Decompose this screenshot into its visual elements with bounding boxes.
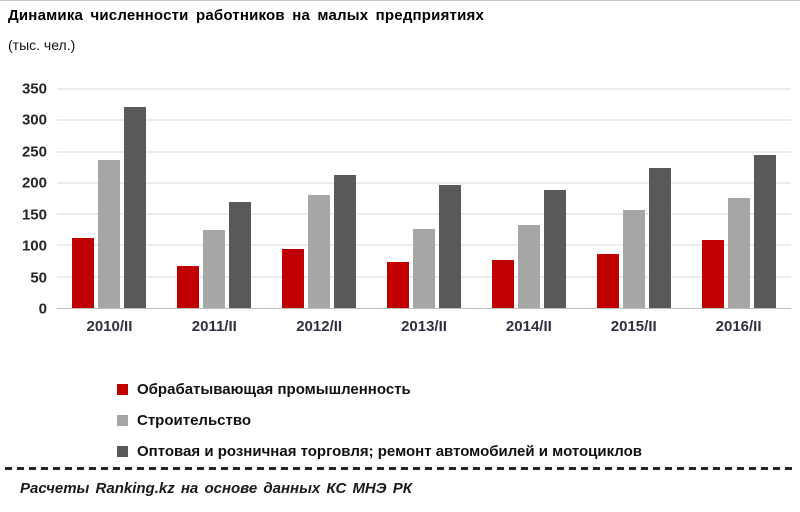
y-tick-label: 50: [30, 269, 47, 287]
y-tick-label: 0: [38, 300, 47, 318]
bar: [648, 168, 671, 308]
bar: [727, 197, 750, 308]
y-tick-label: 200: [21, 174, 47, 192]
bar: [596, 253, 619, 308]
gridline: [57, 119, 791, 121]
divider-dashed-line: [5, 467, 795, 470]
bar: [98, 160, 121, 308]
x-axis-label: 2015/II: [610, 318, 657, 335]
bar: [308, 194, 331, 308]
y-tick-label: 350: [21, 80, 47, 98]
y-axis-labels: 0 50 100 150 200 250 300 350: [0, 81, 47, 318]
bar-group: 2015/II: [581, 89, 686, 335]
y-tick-label: 300: [21, 111, 47, 129]
bar: [387, 261, 409, 308]
bar: [203, 229, 226, 308]
bar: [124, 106, 147, 308]
legend-marker: [117, 383, 128, 395]
bar-group: 2013/II: [372, 89, 477, 335]
bar: [701, 239, 724, 308]
bar: [439, 184, 461, 308]
bar: [229, 202, 252, 308]
plot-area: 2010/II 2011/II 2012/II 2013/II 2014/II 2015/…: [57, 88, 791, 335]
legend-item: Оптовая и розничная торговля; ремонт авт…: [117, 441, 642, 461]
bar: [517, 225, 540, 308]
bar-group: 2011/II: [162, 89, 267, 335]
gridline: [57, 88, 791, 90]
bar-group: 2016/II: [686, 89, 791, 335]
bar-group: 2010/II: [57, 89, 162, 335]
y-tick-label: 250: [21, 143, 47, 161]
legend-label: Обрабатывающая промышленность: [137, 380, 411, 398]
chart-title: Динамика численности работников на малых…: [8, 7, 485, 24]
x-axis-label: 2016/II: [715, 318, 762, 335]
legend-marker: [117, 445, 128, 457]
x-axis-label: 2010/II: [86, 318, 133, 335]
bar: [622, 209, 645, 308]
bar: [491, 260, 514, 308]
bar-group: 2014/II: [476, 89, 581, 335]
legend-label: Строительство: [137, 411, 252, 429]
legend-label: Оптовая и розничная торговля; ремонт авт…: [137, 442, 643, 460]
legend-marker: [117, 414, 128, 426]
gridline: [57, 151, 791, 153]
bar-group: 2012/II: [267, 89, 372, 335]
gridline: [57, 182, 791, 184]
x-axis-label: 2012/II: [296, 318, 343, 335]
gridline: [57, 213, 791, 215]
source-note: Расчеты Ranking.kz на основе данных КС М…: [20, 480, 412, 497]
x-axis-label: 2013/II: [401, 318, 447, 335]
bar-groups: 2010/II 2011/II 2012/II 2013/II 2014/II 2015/…: [57, 89, 791, 335]
legend-item: Строительство: [117, 410, 642, 430]
chart-units-label: (тыс. чел.): [8, 37, 76, 53]
y-tick-label: 100: [21, 237, 47, 255]
bar: [282, 248, 305, 308]
bar: [413, 228, 435, 308]
x-axis-label: 2014/II: [505, 318, 552, 335]
y-tick-label: 150: [21, 206, 47, 224]
bar: [753, 154, 776, 308]
legend-item: Обрабатывающая промышленность: [117, 379, 642, 399]
legend: Обрабатывающая промышленность Строительс…: [117, 379, 642, 472]
bar: [72, 237, 95, 308]
bar: [177, 266, 200, 308]
bar: [543, 189, 566, 308]
bar: [334, 175, 357, 308]
x-axis-label: 2011/II: [191, 318, 237, 335]
